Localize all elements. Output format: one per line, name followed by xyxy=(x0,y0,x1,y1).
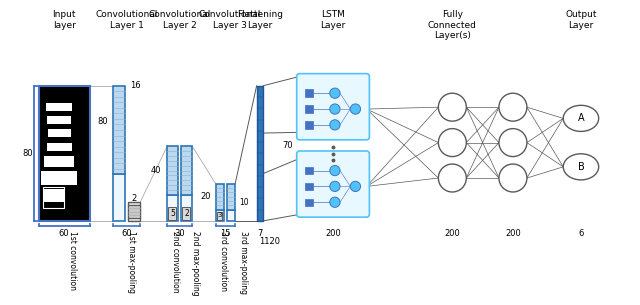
Circle shape xyxy=(499,129,527,156)
Text: 3rd max-pooling: 3rd max-pooling xyxy=(239,231,248,294)
Bar xyxy=(47,116,71,124)
Text: 2nd convolution: 2nd convolution xyxy=(171,231,180,293)
Ellipse shape xyxy=(563,105,598,131)
Bar xyxy=(46,102,72,111)
Text: 3: 3 xyxy=(218,212,222,218)
Text: 1st max-pooling: 1st max-pooling xyxy=(127,231,136,293)
Circle shape xyxy=(330,88,340,98)
FancyBboxPatch shape xyxy=(297,74,369,140)
Bar xyxy=(216,184,224,210)
Text: Output
Layer: Output Layer xyxy=(565,10,596,30)
Text: 10: 10 xyxy=(239,198,248,207)
Text: 3rd convolution: 3rd convolution xyxy=(220,231,228,291)
Bar xyxy=(38,86,90,221)
Bar xyxy=(167,195,179,221)
Text: 15: 15 xyxy=(220,228,230,238)
Text: 5: 5 xyxy=(170,209,175,218)
Bar xyxy=(43,187,64,208)
Bar xyxy=(305,183,312,190)
Text: Input
layer: Input layer xyxy=(52,10,76,30)
Bar xyxy=(305,121,312,129)
Text: 80: 80 xyxy=(22,149,33,158)
Bar xyxy=(181,146,192,195)
Text: 1st convolution: 1st convolution xyxy=(68,231,77,290)
Ellipse shape xyxy=(563,154,598,180)
Bar xyxy=(128,202,140,221)
Bar xyxy=(43,189,64,202)
Bar xyxy=(48,129,71,137)
Text: 60: 60 xyxy=(59,228,70,238)
Bar xyxy=(227,210,235,221)
Bar xyxy=(168,207,177,220)
Bar xyxy=(216,210,224,221)
Circle shape xyxy=(499,93,527,121)
Circle shape xyxy=(330,104,340,114)
Circle shape xyxy=(330,181,340,192)
Circle shape xyxy=(438,93,467,121)
Bar xyxy=(305,89,312,97)
Text: B: B xyxy=(577,162,584,172)
Bar xyxy=(113,174,125,221)
Text: 2nd max-pooling: 2nd max-pooling xyxy=(191,231,200,296)
Text: 2: 2 xyxy=(184,209,189,218)
Bar xyxy=(257,86,263,221)
Text: 40: 40 xyxy=(151,166,161,175)
Text: 1120: 1120 xyxy=(259,237,280,246)
Text: 20: 20 xyxy=(200,192,211,201)
FancyBboxPatch shape xyxy=(297,151,369,217)
Bar xyxy=(167,146,179,195)
Text: 200: 200 xyxy=(325,228,341,238)
Bar xyxy=(47,143,72,151)
Text: LSTM
Layer: LSTM Layer xyxy=(321,10,346,30)
Bar xyxy=(305,199,312,206)
Circle shape xyxy=(330,197,340,207)
Text: Convolutional
Layer 3: Convolutional Layer 3 xyxy=(199,10,261,30)
Text: Convolutional
Layer 1: Convolutional Layer 1 xyxy=(95,10,158,30)
Bar xyxy=(181,195,192,221)
Circle shape xyxy=(438,164,467,192)
Circle shape xyxy=(499,164,527,192)
Bar xyxy=(42,170,77,185)
Text: 16: 16 xyxy=(130,81,141,90)
Text: 80: 80 xyxy=(97,117,108,126)
Text: 2: 2 xyxy=(131,194,137,203)
Text: Fully
Connected
Layer(s): Fully Connected Layer(s) xyxy=(428,10,477,40)
Text: 200: 200 xyxy=(444,228,460,238)
Text: 7: 7 xyxy=(257,228,262,238)
Circle shape xyxy=(438,129,467,156)
Circle shape xyxy=(330,165,340,176)
Bar xyxy=(227,184,235,210)
Text: 60: 60 xyxy=(122,228,132,238)
Bar xyxy=(128,205,140,218)
Text: 70: 70 xyxy=(282,141,293,150)
Bar xyxy=(182,207,191,220)
Bar xyxy=(305,105,312,113)
Bar xyxy=(44,156,74,167)
Circle shape xyxy=(330,120,340,130)
Text: Convolutional
Layer 2: Convolutional Layer 2 xyxy=(148,10,211,30)
Circle shape xyxy=(350,181,360,192)
Text: 6: 6 xyxy=(579,228,584,238)
Text: Flattening
Layer: Flattening Layer xyxy=(237,10,283,30)
Bar xyxy=(113,86,125,174)
Text: 30: 30 xyxy=(175,228,185,238)
Bar xyxy=(216,212,222,220)
Text: A: A xyxy=(578,113,584,123)
Text: 200: 200 xyxy=(505,228,521,238)
Bar xyxy=(305,167,312,174)
Circle shape xyxy=(350,104,360,114)
